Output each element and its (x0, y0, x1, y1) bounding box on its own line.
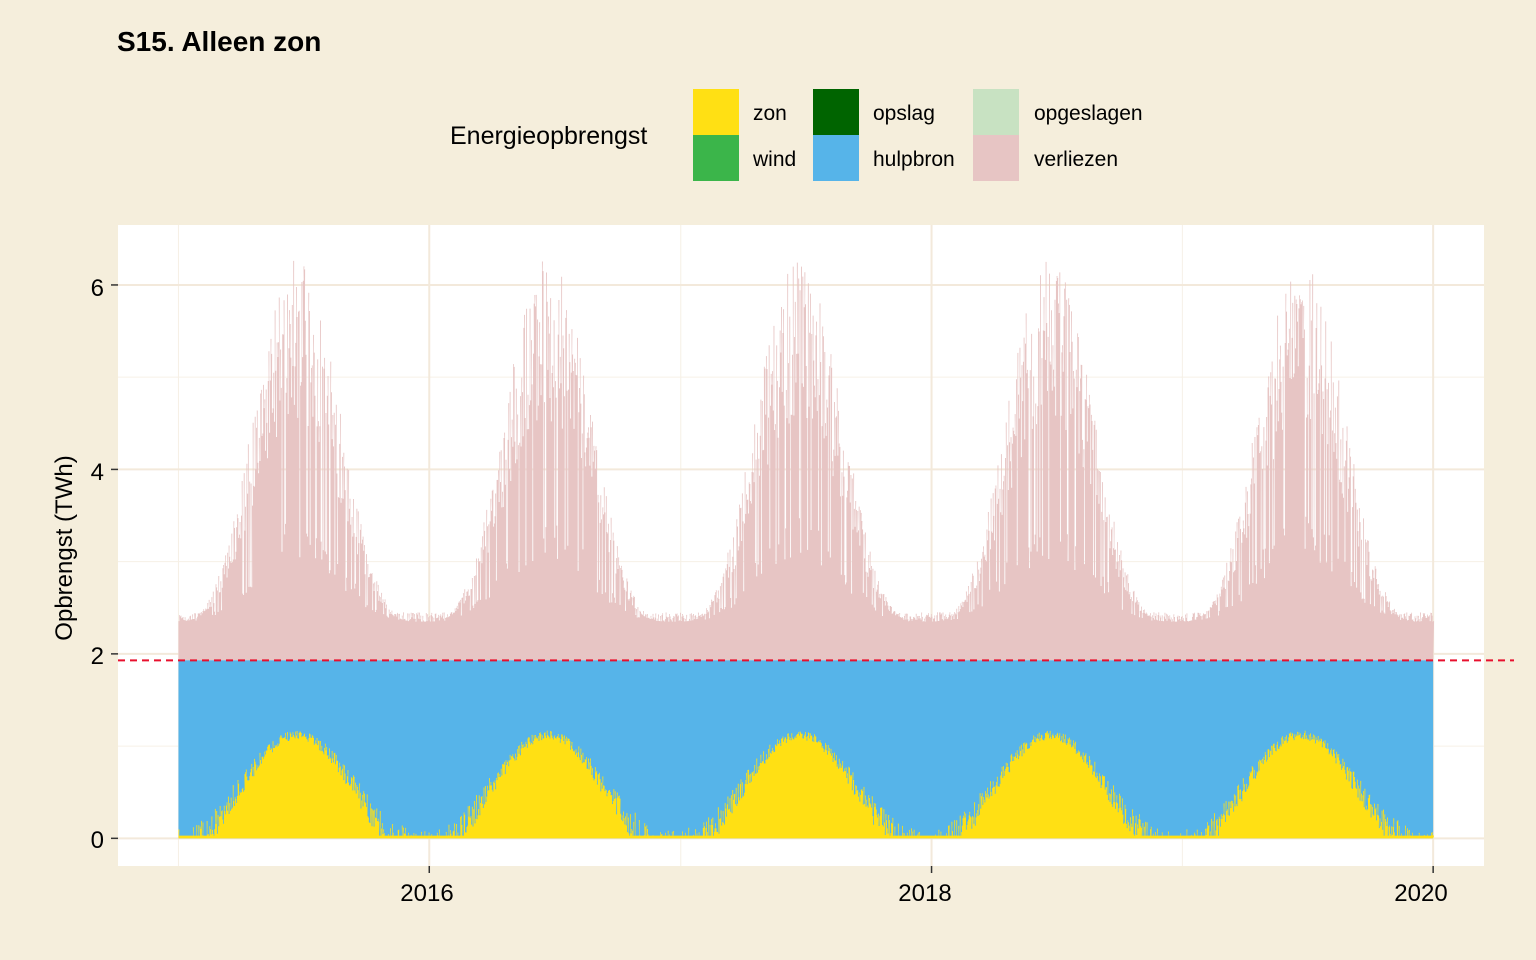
x-tick-label-2020: 2020 (1394, 880, 1448, 907)
y-tick-label-0: 0 (90, 827, 104, 854)
legend-key-verliezen (973, 135, 1019, 181)
series-area-zon (178, 730, 1435, 839)
legend-label-zon: zon (753, 102, 787, 125)
chart-title: S15. Alleen zon (117, 26, 322, 57)
legend-label-wind: wind (753, 148, 797, 171)
y-tick-label-2: 2 (90, 643, 104, 670)
legend-key-opslag (813, 89, 859, 135)
legend-label-opslag: opslag (873, 102, 935, 125)
y-tick-label-4: 4 (90, 459, 104, 486)
legend-key-wind (693, 135, 739, 181)
legend-title: Energieopbrengst (450, 122, 648, 150)
legend-label-opgeslagen: opgeslagen (1034, 102, 1143, 125)
y-tick-label-6: 6 (90, 275, 104, 302)
legend-label-verliezen: verliezen (1034, 148, 1119, 171)
legend-key-opgeslagen (973, 89, 1019, 135)
x-tick-label-2016: 2016 (400, 880, 454, 907)
legend-key-hulpbron (813, 135, 859, 181)
x-tick-label-2018: 2018 (898, 880, 952, 907)
series-area-verliezen (178, 260, 1435, 661)
legend-label-hulpbron: hulpbron (873, 148, 955, 171)
legend-key-zon (693, 89, 739, 135)
